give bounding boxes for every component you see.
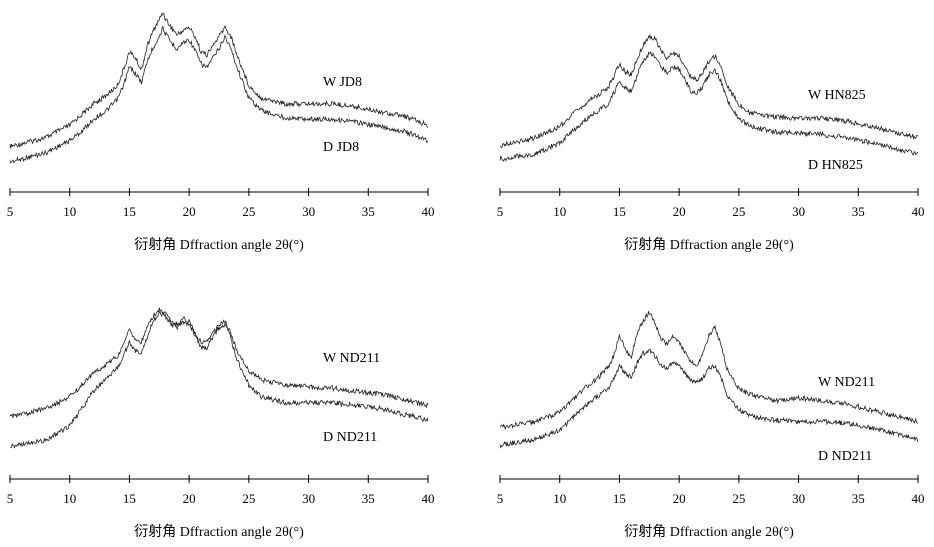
series-lines [499,33,919,162]
x-ticks [499,188,919,196]
x-tick-label-10: 10 [553,491,566,506]
x-axis-title: 衍射角 Dffraction angle 2θ(°) [624,524,794,540]
series-label-1: D ND211 [323,430,377,445]
x-tick-labels: 5 10 15 20 25 30 35 40 [497,491,925,506]
x-axis-title: 衍射角 Dffraction angle 2θ(°) [134,237,304,253]
x-tick-label-30: 30 [302,204,315,219]
x-tick-label-30: 30 [302,491,315,506]
panel-bottom-left: 5 10 15 20 25 30 35 40 W ND211 D ND211 衍射角 Dffr… [7,307,435,540]
x-tick-label-10: 10 [63,491,76,506]
series-line-d-hn825 [499,50,919,162]
x-tick-label-5: 5 [497,491,504,506]
x-tick-label-10: 10 [63,204,76,219]
x-tick-label-25: 25 [242,491,255,506]
x-tick-label-25: 25 [732,491,745,506]
x-ticks [9,188,429,196]
series-lines [499,311,919,449]
x-tick-label-15: 15 [613,491,626,506]
x-tick-label-30: 30 [792,204,805,219]
x-tick-label-35: 35 [362,204,375,219]
x-tick-label-25: 25 [242,204,255,219]
x-tick-label-40: 40 [912,204,925,219]
x-tick-label-10: 10 [553,204,566,219]
x-tick-label-35: 35 [852,491,865,506]
x-ticks [499,475,919,483]
series-lines [9,12,429,164]
x-axis-title: 衍射角 Dffraction angle 2θ(°) [134,524,304,540]
x-tick-label-35: 35 [852,204,865,219]
series-label-0: W ND211 [323,351,380,366]
x-ticks [9,475,429,483]
series-line-w-nd211 [500,311,919,431]
x-tick-label-15: 15 [613,204,626,219]
x-tick-label-35: 35 [362,491,375,506]
x-tick-label-5: 5 [7,204,14,219]
series-label-1: D ND211 [818,449,872,464]
x-tick-label-25: 25 [732,204,745,219]
series-line-d-nd211 [9,309,429,449]
series-line-d-jd8 [9,26,429,164]
panel-top-left: 5 10 15 20 25 30 35 40 W JD8 D JD8 衍射角 Dffracti… [7,12,435,253]
series-line-w-jd8 [9,12,429,149]
x-tick-label-20: 20 [673,491,686,506]
series-line-d-nd211 [499,348,919,449]
x-tick-label-5: 5 [7,491,14,506]
series-label-0: W JD8 [323,75,362,90]
series-label-0: W ND211 [818,375,875,390]
x-tick-label-20: 20 [183,491,196,506]
x-axis-title: 衍射角 Dffraction angle 2θ(°) [624,237,794,253]
panel-bottom-right: 5 10 15 20 25 30 35 40 W ND211 D ND211 衍射角 Dffr… [497,311,925,540]
x-tick-labels: 5 10 15 20 25 30 35 40 [497,204,925,219]
panel-top-right: 5 10 15 20 25 30 35 40 W HN825 D HN825 衍射角 Dffr… [497,33,925,253]
x-tick-label-15: 15 [123,491,136,506]
series-label-0: W HN825 [808,88,866,103]
series-label-1: D HN825 [808,158,863,173]
x-tick-label-40: 40 [422,204,435,219]
x-tick-label-5: 5 [497,204,504,219]
x-tick-label-20: 20 [183,204,196,219]
x-tick-labels: 5 10 15 20 25 30 35 40 [7,491,435,506]
x-tick-label-15: 15 [123,204,136,219]
series-lines [9,307,429,449]
x-tick-label-20: 20 [673,204,686,219]
x-tick-label-30: 30 [792,491,805,506]
x-tick-label-40: 40 [912,491,925,506]
series-label-1: D JD8 [323,140,359,155]
x-tick-labels: 5 10 15 20 25 30 35 40 [7,204,435,219]
series-line-w-hn825 [500,33,919,149]
x-tick-label-40: 40 [422,491,435,506]
